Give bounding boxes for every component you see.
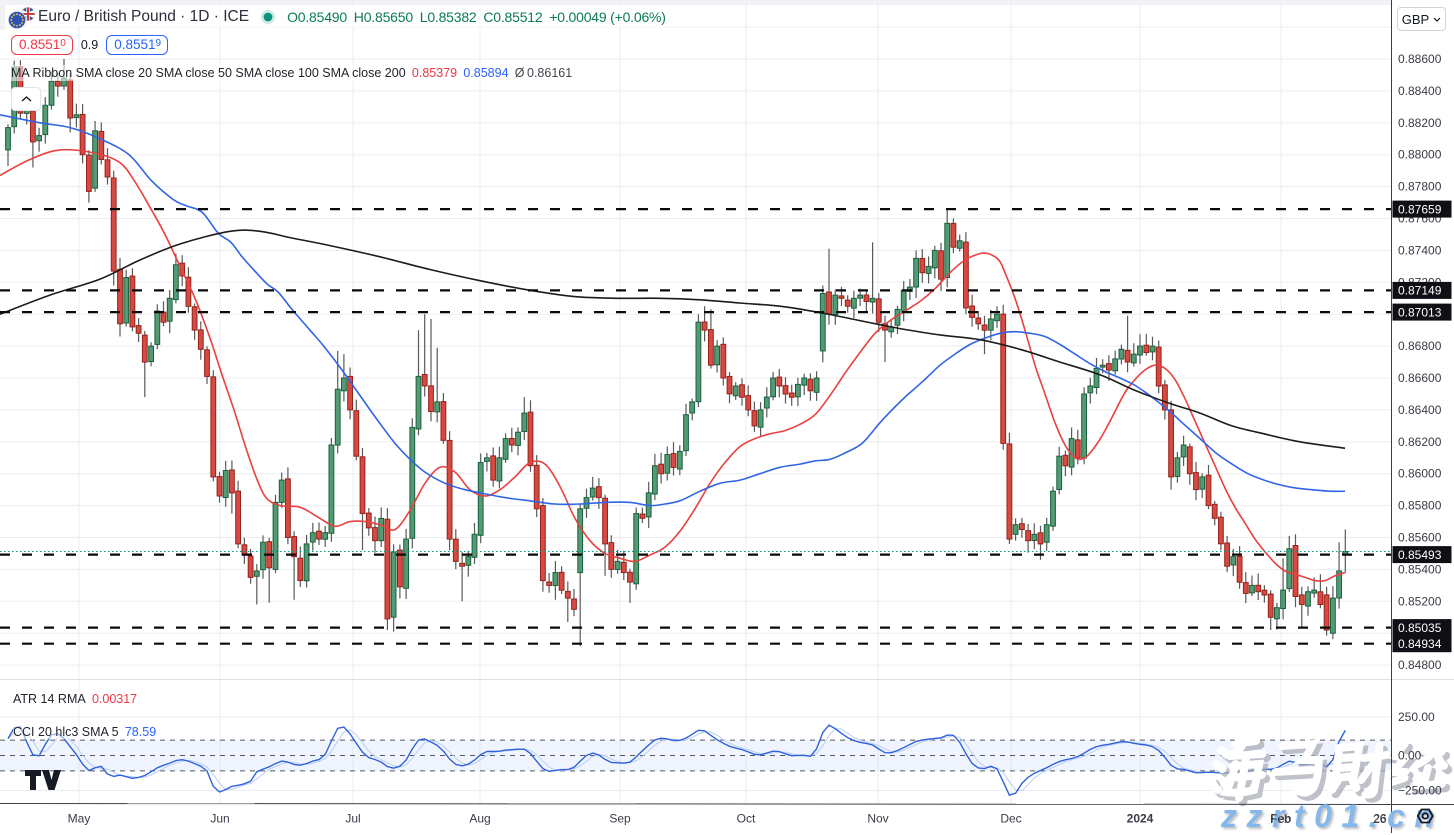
svg-text:Jul: Jul [345,812,360,826]
svg-text:0.85493: 0.85493 [1398,548,1442,562]
svg-text:Oct: Oct [737,812,756,826]
svg-text:0.85800: 0.85800 [1398,499,1442,513]
svg-text:0.88200: 0.88200 [1398,116,1442,130]
svg-text:0.84934: 0.84934 [1398,637,1442,651]
svg-text:Sep: Sep [609,812,631,826]
svg-text:0.84800: 0.84800 [1398,658,1442,672]
svg-text:May: May [68,812,91,826]
svg-text:0.87149: 0.87149 [1398,284,1442,298]
svg-text:0.86400: 0.86400 [1398,403,1442,417]
svg-text:0.88600: 0.88600 [1398,52,1442,66]
svg-text:0.85035: 0.85035 [1398,621,1442,635]
svg-text:Aug: Aug [469,812,490,826]
svg-text:Nov: Nov [867,812,888,826]
svg-text:0.85200: 0.85200 [1398,594,1442,608]
svg-text:0.88400: 0.88400 [1398,84,1442,98]
svg-text:0.86800: 0.86800 [1398,339,1442,353]
svg-text:0.87400: 0.87400 [1398,243,1442,257]
svg-text:250.00: 250.00 [1398,710,1435,724]
svg-text:0.87659: 0.87659 [1398,202,1442,216]
svg-text:26: 26 [1373,812,1387,826]
svg-text:0.86200: 0.86200 [1398,435,1442,449]
svg-text:−250.00: −250.00 [1398,784,1442,798]
svg-text:0.88000: 0.88000 [1398,148,1442,162]
svg-text:0.87800: 0.87800 [1398,180,1442,194]
svg-text:0.86000: 0.86000 [1398,467,1442,481]
svg-text:2024: 2024 [1127,812,1154,826]
svg-text:Dec: Dec [1000,812,1021,826]
svg-text:0.86600: 0.86600 [1398,371,1442,385]
svg-text:0.85400: 0.85400 [1398,562,1442,576]
svg-text:Feb: Feb [1271,812,1292,826]
svg-text:0.85600: 0.85600 [1398,531,1442,545]
svg-text:Jun: Jun [210,812,229,826]
svg-text:0.00: 0.00 [1398,749,1422,763]
svg-text:0.87013: 0.87013 [1398,305,1442,319]
